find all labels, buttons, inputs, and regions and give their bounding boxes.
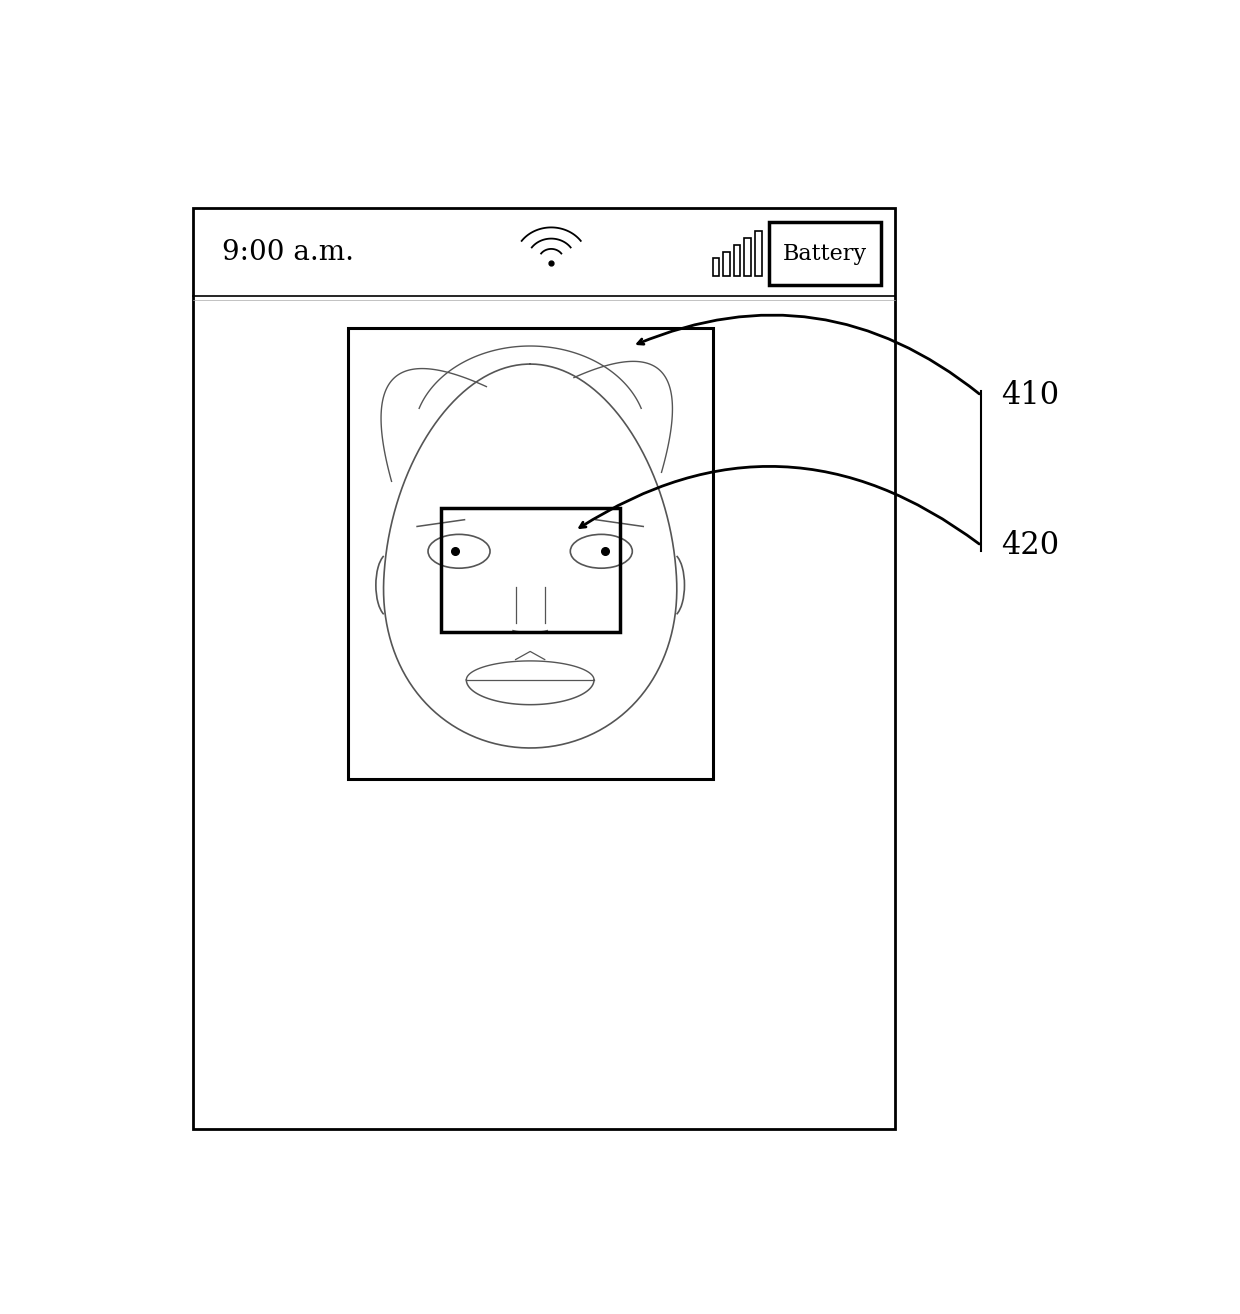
Bar: [723, 252, 730, 276]
Bar: [755, 231, 761, 276]
Bar: [744, 238, 751, 276]
Text: 420: 420: [1001, 530, 1059, 561]
Bar: [769, 222, 880, 285]
Bar: [713, 258, 719, 276]
Bar: [193, 209, 895, 1129]
Bar: [347, 328, 713, 779]
Text: 9:00 a.m.: 9:00 a.m.: [222, 239, 355, 265]
Text: Battery: Battery: [782, 243, 867, 264]
Bar: [734, 244, 740, 276]
Bar: [440, 509, 620, 632]
Text: 410: 410: [1001, 380, 1059, 411]
